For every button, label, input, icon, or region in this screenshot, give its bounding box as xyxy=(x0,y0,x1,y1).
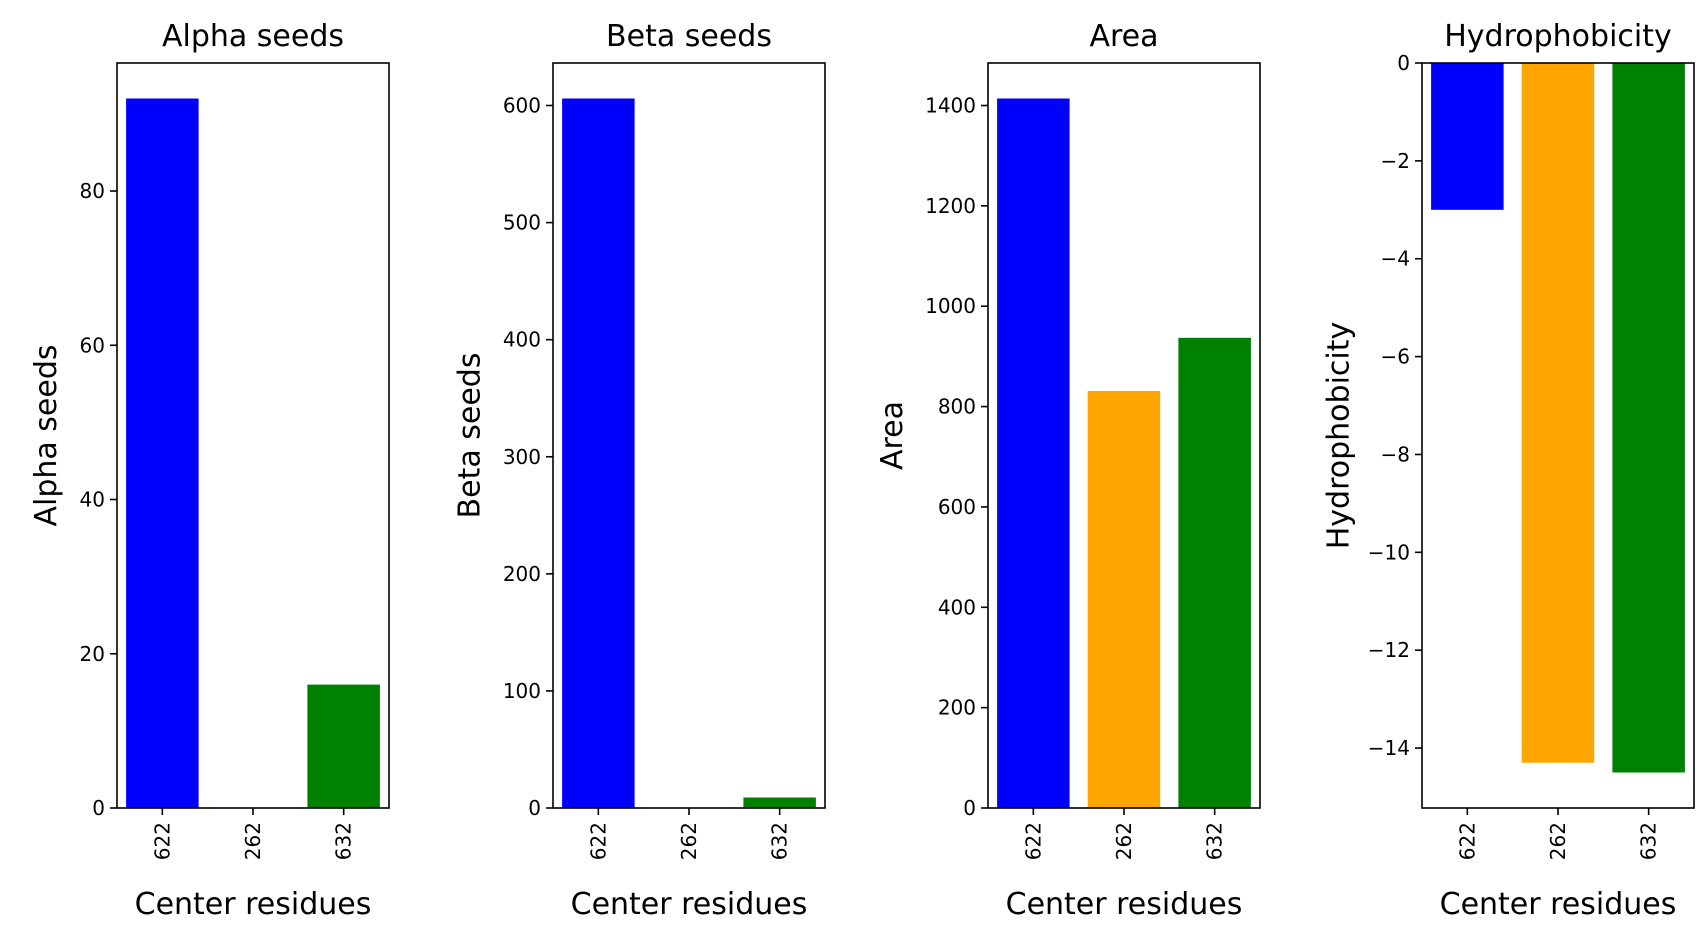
x-axis-label: Center residues xyxy=(571,887,808,922)
y-tick-label: 100 xyxy=(503,679,541,703)
y-tick-label: 1400 xyxy=(925,94,976,118)
y-tick-label: −2 xyxy=(1381,149,1410,173)
y-axis-label: Area xyxy=(875,401,910,470)
bar-262 xyxy=(1521,63,1595,763)
bar-632 xyxy=(307,684,380,808)
panel-title: Area xyxy=(1089,19,1158,54)
subplot-grid: 0 20 40 60 80 622 262 632 Alpha seeds Center resi… xyxy=(29,19,1695,922)
x-tick-label: 632 xyxy=(1637,822,1661,860)
bar-632 xyxy=(743,797,816,808)
y-tick-label: −10 xyxy=(1368,540,1410,564)
x-tick-label: 262 xyxy=(241,822,265,860)
y-tick-label: 0 xyxy=(1397,51,1410,75)
x-tick-label: 262 xyxy=(1112,822,1136,860)
x-tick-label: 632 xyxy=(332,822,356,860)
x-axis-label: Center residues xyxy=(1006,887,1243,922)
subplot-4: 0 −2 −4 −6 −8 −10 −12 −14 622 262 632 Hydrophobicit… xyxy=(1322,19,1695,922)
bar-622 xyxy=(997,98,1070,808)
y-tick-label: 500 xyxy=(503,211,541,235)
bar-632 xyxy=(1178,337,1251,808)
bar-622 xyxy=(1431,63,1504,210)
x-tick-label: 632 xyxy=(1203,822,1227,860)
y-tick-label: 20 xyxy=(80,642,105,666)
panel-title: Alpha seeds xyxy=(162,19,344,54)
x-axis-label: Center residues xyxy=(135,887,372,922)
y-tick-label: −6 xyxy=(1381,345,1410,369)
y-tick-label: 600 xyxy=(938,495,976,519)
y-tick-label: 80 xyxy=(80,179,105,203)
y-tick-label: 800 xyxy=(938,395,976,419)
y-tick-label: 40 xyxy=(80,488,105,512)
x-tick-label: 632 xyxy=(768,822,792,860)
bar-262 xyxy=(1087,391,1161,808)
y-tick-label: −8 xyxy=(1381,442,1410,466)
y-tick-label: 400 xyxy=(503,328,541,352)
x-tick-label: 262 xyxy=(677,822,701,860)
y-axis-label: Hydrophobicity xyxy=(1322,322,1357,550)
y-axis-label: Beta seeds xyxy=(453,353,488,519)
bar-632 xyxy=(1612,63,1685,773)
x-axis-label: Center residues xyxy=(1440,887,1677,922)
panel-title: Beta seeds xyxy=(606,19,772,54)
panel-title: Hydrophobicity xyxy=(1444,19,1672,54)
y-tick-label: 1000 xyxy=(925,294,976,318)
x-tick-label: 622 xyxy=(1021,822,1045,860)
bar-622 xyxy=(562,98,635,808)
bar-622 xyxy=(126,98,199,808)
y-tick-label: 200 xyxy=(503,562,541,586)
y-tick-label: −12 xyxy=(1368,638,1410,662)
x-tick-label: 622 xyxy=(1455,822,1479,860)
y-tick-label: 60 xyxy=(80,333,105,357)
y-tick-label: 0 xyxy=(528,796,541,820)
subplot-2: 0 100 200 300 400 500 600 622 262 632 Beta seeds Ce… xyxy=(453,19,826,922)
x-tick-label: 622 xyxy=(150,822,174,860)
subplot-3: 0 200 400 600 800 1000 1200 1400 622 262 632 Area Ce… xyxy=(875,19,1261,922)
y-tick-label: 1200 xyxy=(925,194,976,218)
y-tick-label: 0 xyxy=(963,796,976,820)
x-tick-label: 262 xyxy=(1546,822,1570,860)
y-tick-label: 200 xyxy=(938,696,976,720)
x-tick-label: 622 xyxy=(586,822,610,860)
y-tick-label: 600 xyxy=(503,94,541,118)
subplot-1: 0 20 40 60 80 622 262 632 Alpha seeds Center resi… xyxy=(29,19,390,922)
y-tick-label: 0 xyxy=(92,796,105,820)
y-tick-label: −4 xyxy=(1381,247,1410,271)
y-tick-label: 400 xyxy=(938,595,976,619)
y-tick-label: −14 xyxy=(1368,736,1410,760)
y-tick-label: 300 xyxy=(503,445,541,469)
y-axis-label: Alpha seeds xyxy=(29,344,64,526)
